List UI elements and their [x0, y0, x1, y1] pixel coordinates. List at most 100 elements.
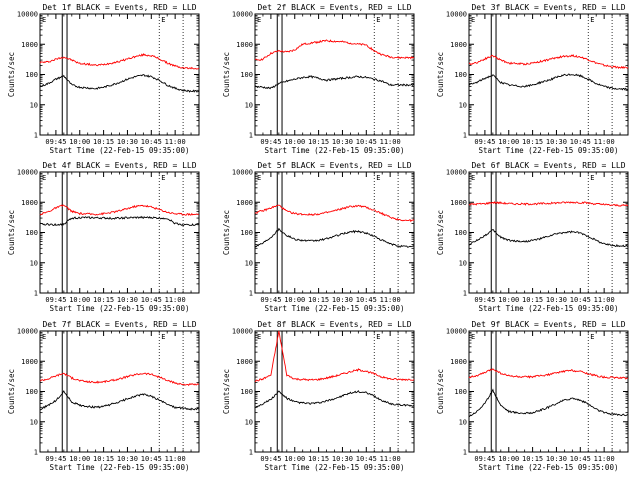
- detector-panel-8: Det 8f BLACK = Events, RED = LLD 1 10 100 10…: [222, 320, 415, 472]
- x-tick-label: 10:30: [332, 296, 353, 304]
- x-axis-label: Start Time (22-Feb-15 09:35:00): [479, 146, 619, 155]
- events-series-line: [468, 388, 629, 418]
- y-tick-label: 100: [25, 229, 38, 237]
- x-tick-label: 09:45: [260, 296, 281, 304]
- y-axis-label: Counts/sec: [436, 369, 445, 414]
- marker-label-e: E: [376, 16, 380, 24]
- x-tick-label: 10:45: [570, 296, 591, 304]
- marker-label-e: E: [376, 174, 380, 182]
- y-tick-label: 1: [463, 132, 467, 140]
- x-tick-label: 10:45: [356, 455, 377, 463]
- y-tick-label: 10: [30, 418, 38, 426]
- y-axis-label: Counts/sec: [222, 52, 231, 97]
- x-tick-label: 10:15: [522, 296, 543, 304]
- x-tick-label: 10:30: [117, 138, 138, 146]
- x-tick-label: 09:45: [474, 138, 495, 146]
- x-tick-label: 11:00: [165, 455, 186, 463]
- x-tick-label: 11:00: [165, 296, 186, 304]
- events-series-line: [40, 215, 200, 227]
- marker-label-e: E: [42, 333, 46, 341]
- y-tick-label: 1: [249, 290, 253, 298]
- y-tick-label: 100: [25, 388, 38, 396]
- y-tick-label: 100: [25, 71, 38, 79]
- x-tick-label: 10:00: [69, 138, 90, 146]
- x-axis-label: Start Time (22-Feb-15 09:35:00): [479, 304, 619, 313]
- y-tick-label: 1: [34, 132, 38, 140]
- y-axis-label: Counts/sec: [222, 369, 231, 414]
- panel-title: Det 5f BLACK = Events, RED = LLD: [257, 161, 411, 170]
- detector-panel-1: Det 1f BLACK = Events, RED = LLD 1 10 100 10…: [7, 3, 200, 155]
- x-tick-label: 09:45: [260, 455, 281, 463]
- x-tick-label: 10:00: [284, 455, 305, 463]
- x-tick-label: 10:45: [141, 296, 162, 304]
- panel-title: Det 4f BLACK = Events, RED = LLD: [42, 161, 196, 170]
- y-tick-label: 1000: [21, 358, 38, 366]
- events-series-line: [39, 390, 200, 411]
- events-series-line: [254, 75, 415, 90]
- x-axis-label: Start Time (22-Feb-15 09:35:00): [265, 463, 405, 472]
- y-tick-label: 1000: [450, 41, 467, 49]
- x-tick-label: 10:15: [93, 296, 114, 304]
- marker-label-e: E: [590, 16, 594, 24]
- x-tick-label: 11:00: [594, 138, 615, 146]
- y-tick-label: 10: [30, 259, 38, 267]
- y-axis-label: Counts/sec: [222, 210, 231, 255]
- x-tick-label: 11:00: [380, 296, 401, 304]
- x-tick-label: 10:30: [332, 138, 353, 146]
- y-tick-label: 10000: [232, 328, 253, 336]
- detector-panel-3: Det 3f BLACK = Events, RED = LLD 1 10 100 10…: [436, 3, 629, 155]
- x-axis-label: Start Time (22-Feb-15 09:35:00): [50, 304, 190, 313]
- y-tick-label: 10: [245, 101, 253, 109]
- x-tick-label: 10:30: [546, 296, 567, 304]
- y-tick-label: 10000: [17, 11, 38, 19]
- y-tick-label: 10: [245, 418, 253, 426]
- marker-label-e: E: [42, 16, 46, 24]
- x-tick-label: 10:00: [498, 296, 519, 304]
- x-tick-label: 10:00: [284, 138, 305, 146]
- x-tick-label: 10:45: [356, 138, 377, 146]
- panel-title: Det 3f BLACK = Events, RED = LLD: [471, 3, 625, 12]
- y-tick-label: 100: [454, 229, 467, 237]
- plot-frame: [39, 171, 200, 294]
- events-series-line: [254, 227, 415, 248]
- detector-panel-7: Det 7f BLACK = Events, RED = LLD 1 10 100 10…: [7, 320, 200, 472]
- x-tick-label: 10:00: [498, 455, 519, 463]
- detector-panel-5: Det 5f BLACK = Events, RED = LLD 1 10 100 10…: [222, 161, 415, 313]
- x-tick-label: 10:00: [69, 455, 90, 463]
- y-tick-label: 1: [463, 290, 467, 298]
- y-tick-label: 10: [245, 259, 253, 267]
- x-tick-label: 10:15: [308, 138, 329, 146]
- y-tick-label: 1: [249, 449, 253, 457]
- y-tick-label: 10: [459, 259, 467, 267]
- lld-series-line: [468, 368, 628, 380]
- marker-label-e: E: [471, 174, 475, 182]
- x-tick-label: 11:00: [594, 455, 615, 463]
- panel-title: Det 2f BLACK = Events, RED = LLD: [257, 3, 411, 12]
- y-axis-label: Counts/sec: [436, 52, 445, 97]
- marker-label-e: E: [257, 174, 261, 182]
- y-tick-label: 10000: [232, 11, 253, 19]
- marker-label-e: E: [257, 333, 261, 341]
- y-tick-label: 10000: [446, 328, 467, 336]
- x-axis-label: Start Time (22-Feb-15 09:35:00): [50, 463, 190, 472]
- detector-panel-9: Det 9f BLACK = Events, RED = LLD 1 10 100 10…: [436, 320, 629, 472]
- y-tick-label: 1000: [21, 41, 38, 49]
- marker-label-e: E: [376, 333, 380, 341]
- y-tick-label: 1000: [236, 358, 253, 366]
- x-tick-label: 09:45: [474, 455, 495, 463]
- y-tick-label: 1000: [21, 199, 38, 207]
- x-axis-label: Start Time (22-Feb-15 09:35:00): [265, 304, 405, 313]
- x-tick-label: 10:30: [546, 138, 567, 146]
- x-tick-label: 09:45: [45, 296, 66, 304]
- plot-frame: [254, 171, 415, 294]
- x-tick-label: 10:30: [117, 455, 138, 463]
- x-tick-label: 10:15: [308, 296, 329, 304]
- marker-label-e: E: [161, 333, 165, 341]
- x-tick-label: 10:15: [522, 138, 543, 146]
- y-axis-label: Counts/sec: [7, 369, 16, 414]
- x-tick-label: 09:45: [474, 296, 495, 304]
- x-axis-label: Start Time (22-Feb-15 09:35:00): [479, 463, 619, 472]
- y-tick-label: 10000: [446, 11, 467, 19]
- detector-panel-4: Det 4f BLACK = Events, RED = LLD 1 10 100 10…: [7, 161, 200, 313]
